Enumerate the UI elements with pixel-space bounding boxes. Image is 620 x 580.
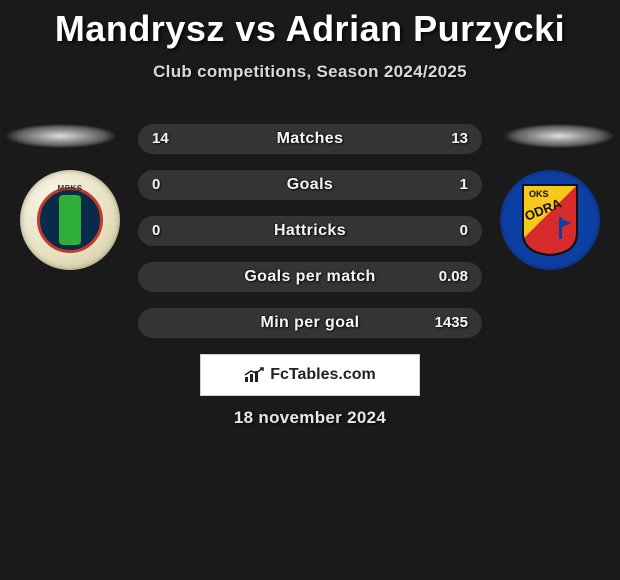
stats-container: 1413Matches 01Goals 00Hattricks 0.08Goals p… xyxy=(138,124,482,354)
stat-row: 01Goals xyxy=(138,170,482,200)
svg-text:OKS: OKS xyxy=(529,189,549,199)
mpks-badge-inner xyxy=(37,187,103,253)
mpks-badge-outer: MPKS xyxy=(20,170,120,270)
brand-chart-icon xyxy=(244,367,264,383)
stat-row: 1413Matches xyxy=(138,124,482,154)
stat-label: Goals xyxy=(138,170,482,200)
club-badge-left: MPKS xyxy=(20,170,120,270)
mpks-accent xyxy=(59,195,81,245)
brand-box[interactable]: FcTables.com xyxy=(200,354,420,396)
odra-shield-icon: OKS ODRA xyxy=(519,183,581,257)
club-badge-right: OKS ODRA xyxy=(500,170,600,270)
stat-label: Hattricks xyxy=(138,216,482,246)
stat-label: Goals per match xyxy=(138,262,482,292)
snapshot-date: 18 november 2024 xyxy=(0,408,620,428)
comparison-subtitle: Club competitions, Season 2024/2025 xyxy=(0,62,620,82)
mpks-abbrev: MPKS xyxy=(20,184,120,193)
stat-row: 1435Min per goal xyxy=(138,308,482,338)
shadow-ellipse-left xyxy=(6,124,116,148)
comparison-title: Mandrysz vs Adrian Purzycki xyxy=(0,0,620,50)
shadow-ellipse-right xyxy=(504,124,614,148)
odra-badge-bg: OKS ODRA xyxy=(500,170,600,270)
brand-text: FcTables.com xyxy=(270,366,376,384)
stat-row: 0.08Goals per match xyxy=(138,262,482,292)
stat-label: Min per goal xyxy=(138,308,482,338)
stat-row: 00Hattricks xyxy=(138,216,482,246)
stat-label: Matches xyxy=(138,124,482,154)
